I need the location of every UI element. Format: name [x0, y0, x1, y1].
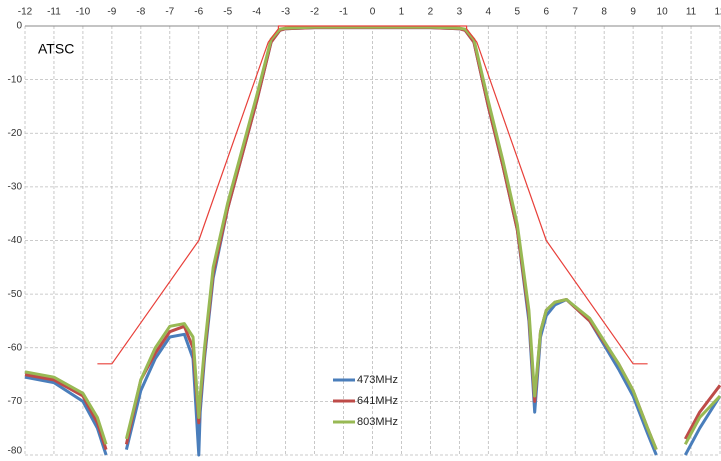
- x-tick-label: 6: [543, 7, 549, 18]
- x-tick-label: -9: [107, 7, 116, 18]
- x-tick-label: -10: [76, 7, 91, 18]
- y-tick-label: -70: [8, 396, 23, 407]
- legend-label: 803MHz: [357, 416, 398, 428]
- x-tick-label: -11: [47, 7, 61, 18]
- legend-label: 473MHz: [357, 374, 398, 386]
- x-tick-label: 8: [601, 7, 607, 18]
- x-tick-label: 12: [714, 7, 721, 18]
- x-tick-label: 3: [457, 7, 463, 18]
- x-tick-label: -5: [223, 7, 232, 18]
- x-tick-label: -12: [18, 7, 33, 18]
- x-tick-label: -8: [136, 7, 145, 18]
- series-line: [24, 25, 721, 451]
- x-tick-label: -1: [339, 7, 348, 18]
- y-tick-label: -40: [8, 235, 23, 246]
- y-tick-label: -50: [8, 289, 23, 300]
- y-tick-label: -20: [8, 128, 23, 139]
- x-tick-label: 4: [486, 7, 492, 18]
- x-tick-label: 7: [572, 7, 578, 18]
- x-tick-label: -7: [165, 7, 174, 18]
- y-tick-label: -80: [8, 446, 23, 457]
- x-tick-label: -6: [194, 7, 203, 18]
- x-tick-label: 2: [428, 7, 434, 18]
- x-tick-label: 0: [370, 7, 376, 18]
- y-tick-label: -60: [8, 342, 23, 353]
- y-tick-label: 0: [16, 21, 22, 32]
- x-tick-label: 1: [399, 7, 405, 18]
- x-tick-label: -4: [252, 7, 261, 18]
- x-tick-label: 9: [630, 7, 636, 18]
- x-tick-label: 11: [686, 7, 697, 18]
- x-tick-label: 5: [515, 7, 521, 18]
- legend-label: 641MHz: [357, 395, 398, 407]
- y-tick-label: -10: [8, 74, 23, 85]
- x-tick-label: 10: [657, 7, 669, 18]
- chart-title: ATSC: [38, 41, 74, 57]
- mask-line: [97, 25, 648, 365]
- y-tick-label: -30: [8, 182, 23, 193]
- x-tick-label: -2: [310, 7, 319, 18]
- x-tick-label: -3: [281, 7, 290, 18]
